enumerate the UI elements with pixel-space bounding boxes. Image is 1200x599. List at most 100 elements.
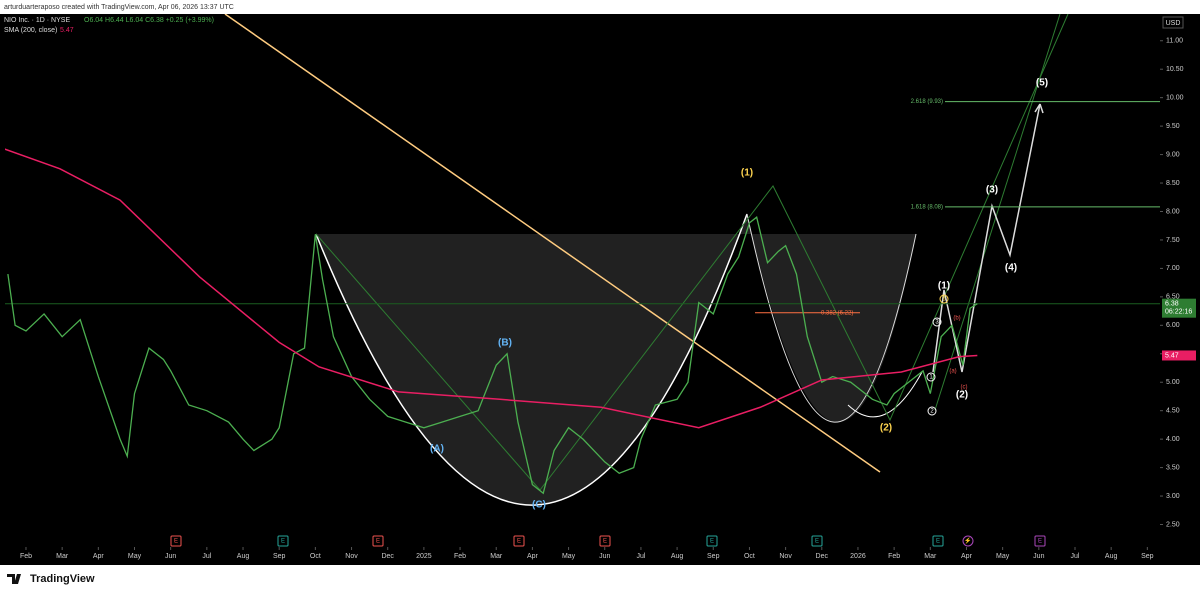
event-marker bbox=[372, 535, 384, 547]
y-tick-label: 8.50 bbox=[1166, 180, 1180, 187]
y-tick-label: 2.50 bbox=[1166, 521, 1180, 528]
wave-label: (C) bbox=[532, 500, 546, 511]
event-label: E bbox=[174, 539, 178, 545]
x-tick-label: Dec bbox=[381, 553, 394, 560]
event-label: E bbox=[1038, 539, 1042, 545]
wave-label: (4) bbox=[1005, 263, 1017, 274]
event-marker bbox=[811, 535, 823, 547]
price-box bbox=[1162, 350, 1196, 361]
event-marker bbox=[962, 535, 974, 547]
event-marker bbox=[932, 535, 944, 547]
countdown: 06:22:16 bbox=[1165, 309, 1192, 316]
event-marker bbox=[277, 535, 289, 547]
y-tick-label: 11.00 bbox=[1166, 38, 1183, 45]
event-marker bbox=[513, 535, 525, 547]
y-tick-label: 6.00 bbox=[1166, 322, 1180, 329]
x-tick-label: May bbox=[562, 553, 576, 560]
y-tick-label: 4.00 bbox=[1166, 436, 1180, 443]
x-tick-label: May bbox=[996, 553, 1010, 560]
sma-line bbox=[5, 148, 978, 429]
y-tick-label: 4.50 bbox=[1166, 408, 1180, 415]
x-tick-label: Dec bbox=[816, 553, 829, 560]
y-tick-label: 3.00 bbox=[1166, 493, 1180, 500]
drawings bbox=[224, 14, 1069, 506]
currency: USD bbox=[1166, 20, 1181, 27]
x-tick-label: Feb bbox=[454, 553, 466, 560]
x-tick-label: Jun bbox=[1033, 553, 1044, 560]
data-layer bbox=[5, 101, 1160, 495]
y-tick-label: 3.50 bbox=[1166, 464, 1180, 471]
footer-bar bbox=[0, 565, 1200, 594]
x-tick-label: Apr bbox=[93, 553, 105, 560]
x-tick-label: Jul bbox=[1071, 553, 1080, 560]
wave-label: 5 bbox=[942, 297, 946, 303]
wave-label: (B) bbox=[498, 338, 512, 349]
y-tick-label: 7.50 bbox=[1166, 237, 1180, 244]
fib-label: 0.382 (6.22) bbox=[821, 310, 853, 316]
x-tick-label: 2026 bbox=[850, 553, 866, 560]
event-marker bbox=[1034, 535, 1046, 547]
wave-label: (1) bbox=[938, 281, 950, 292]
wave-circle bbox=[932, 317, 942, 327]
price-box-label: 5.47 bbox=[1165, 352, 1179, 359]
credit: arturduarteraposo created with TradingVi… bbox=[4, 4, 234, 11]
event-marker bbox=[706, 535, 718, 547]
x-tick-label: 2025 bbox=[416, 553, 432, 560]
x-tick-label: Jun bbox=[165, 553, 176, 560]
wave-label: 3 bbox=[935, 320, 939, 326]
wave-label: (2) bbox=[956, 390, 968, 401]
y-tick-label: 10.00 bbox=[1166, 95, 1184, 102]
wave-label: 1 bbox=[929, 375, 933, 381]
wave-label: (a) bbox=[949, 369, 956, 375]
x-tick-label: Sep bbox=[707, 553, 720, 560]
event-label: E bbox=[936, 539, 940, 545]
wave-label: (5) bbox=[1036, 78, 1048, 89]
indicator: SMA (200, close) bbox=[4, 27, 57, 34]
plot-background bbox=[0, 14, 1200, 565]
x-tick-label: Sep bbox=[1141, 553, 1154, 560]
x-tick-label: Aug bbox=[237, 553, 250, 560]
x-tick-label: Nov bbox=[779, 553, 792, 560]
wave-circle bbox=[939, 294, 949, 304]
x-tick-label: Feb bbox=[888, 553, 900, 560]
wave-label: (A) bbox=[430, 444, 444, 455]
channel-line bbox=[315, 14, 1069, 491]
wave-circle bbox=[927, 406, 937, 416]
cup-area bbox=[316, 214, 916, 506]
currency-box bbox=[1162, 16, 1184, 29]
fib-label: 2.618 (9.93) bbox=[911, 99, 943, 105]
wave-circle bbox=[926, 372, 936, 382]
x-tick-label: Mar bbox=[56, 553, 69, 560]
x-tick-label: Oct bbox=[744, 553, 755, 560]
event-label: E bbox=[710, 539, 714, 545]
x-tick-label: Jun bbox=[599, 553, 610, 560]
brand: TradingView bbox=[30, 573, 95, 585]
x-tick-label: Nov bbox=[345, 553, 358, 560]
event-marker bbox=[170, 535, 182, 547]
x-tick-label: Mar bbox=[924, 553, 937, 560]
y-tick-label: 7.00 bbox=[1166, 265, 1180, 272]
x-tick-label: Sep bbox=[273, 553, 286, 560]
y-tick-label: 5.00 bbox=[1166, 379, 1180, 386]
wave-label: (c) bbox=[961, 385, 968, 391]
wave-label: (b) bbox=[953, 316, 960, 322]
x-tick-label: Feb bbox=[20, 553, 32, 560]
fib-label: 1.618 (8.08) bbox=[911, 205, 943, 211]
event-label: E bbox=[603, 539, 607, 545]
x-tick-label: Oct bbox=[310, 553, 321, 560]
wave-label: (1) bbox=[741, 168, 753, 179]
symbol: NIO Inc. · 1D · NYSE bbox=[4, 17, 70, 24]
wave-label: (2) bbox=[880, 423, 892, 434]
x-tick-label: Apr bbox=[961, 553, 973, 560]
x-tick-label: Apr bbox=[527, 553, 539, 560]
y-tick-label: 9.00 bbox=[1166, 151, 1180, 158]
ohlc: O6.04 H6.44 L6.04 C6.38 +0.25 (+3.99%) bbox=[84, 17, 214, 24]
event-marker bbox=[599, 535, 611, 547]
event-label: E bbox=[815, 539, 819, 545]
header-bar bbox=[0, 0, 1200, 14]
x-tick-label: Aug bbox=[671, 553, 684, 560]
event-label: E bbox=[376, 539, 380, 545]
brand-logo bbox=[7, 574, 21, 584]
handle-curve bbox=[746, 213, 917, 423]
